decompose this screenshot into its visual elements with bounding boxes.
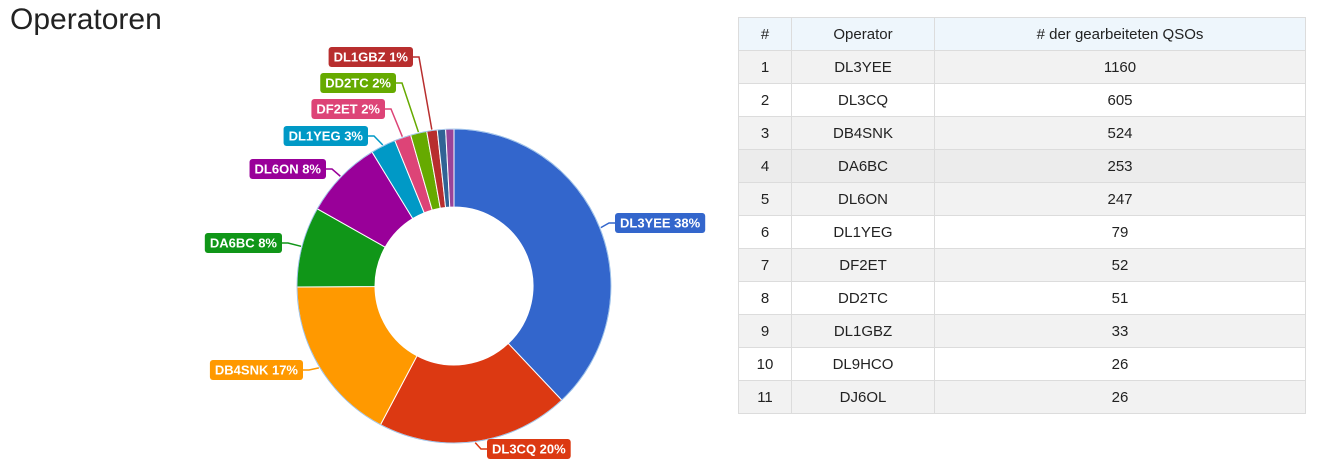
label-dl3cq: DL3CQ 20% [474,439,571,459]
table-row: 6 DL1YEG 79 [738,215,1306,249]
label-box-da6bc [204,233,282,253]
label-text-da6bc: DA6BC 8% [210,236,278,251]
qso-count-cell: 26 [934,380,1306,414]
leader-line-dl1yeg [368,135,384,146]
table-header-row: # Operator # der gearbeiteten QSOs [738,17,1306,51]
rank-cell: 8 [738,281,792,315]
label-dd2tc: DD2TC 2% [320,73,420,133]
rank-cell: 6 [738,215,792,249]
table-row: 1 DL3YEE 1160 [738,50,1306,84]
label-dl1yeg: DL1YEG 3% [283,126,384,146]
rank-cell: 5 [738,182,792,216]
header-qso-count: # der gearbeiteten QSOs [934,17,1306,51]
label-box-dl3cq [487,439,571,459]
operator-cell: DL1YEG [791,215,935,249]
label-text-dl3yee: DL3YEE 38% [620,216,701,231]
slice-dl3yee[interactable] [453,128,612,401]
operator-cell: DD2TC [791,281,935,315]
table-row: 11 DJ6OL 26 [738,380,1306,414]
operator-cell: DL3CQ [791,83,935,117]
operator-cell: DJ6OL [791,380,935,414]
leader-line-df2et [385,108,404,137]
qso-count-cell: 253 [934,149,1306,183]
donut-outline [296,128,612,444]
operator-cell: DL1GBZ [791,314,935,348]
label-text-db4snk: DB4SNK 17% [215,363,299,378]
table-row: 4 DA6BC 253 [738,149,1306,183]
operator-cell: DL6ON [791,182,935,216]
label-dl6on: DL6ON 8% [249,159,341,179]
label-box-dl6on [249,159,326,179]
operator-donut-chart: DL3YEE 38% DL3CQ 20% DB4SNK 17% DA6BC 8% DL6… [204,47,706,459]
donut-chart-svg: DL3YEE 38% DL3CQ 20% DB4SNK 17% DA6BC 8% DL6… [204,47,706,459]
leader-line-da6bc [282,242,302,248]
rank-cell: 7 [738,248,792,282]
table-row: 5 DL6ON 247 [738,182,1306,216]
qso-count-cell: 524 [934,116,1306,150]
label-text-dl1yeg: DL1YEG 3% [289,129,364,144]
label-text-dl6on: DL6ON 8% [255,162,322,177]
operator-cell: DF2ET [791,248,935,282]
operator-cell: DA6BC [791,149,935,183]
label-dl1gbz: DL1GBZ 1% [328,47,433,130]
qso-count-cell: 79 [934,215,1306,249]
operator-cell: DL9HCO [791,347,935,381]
rank-cell: 1 [738,50,792,84]
label-box-dl3yee [615,213,706,233]
label-text-dl1gbz: DL1GBZ 1% [334,50,409,65]
rank-cell: 2 [738,83,792,117]
table-row: 9 DL1GBZ 33 [738,314,1306,348]
qso-count-cell: 33 [934,314,1306,348]
rank-cell: 10 [738,347,792,381]
rank-cell: 3 [738,116,792,150]
leader-line-dd2tc [396,82,420,133]
leader-line-dl1gbz [413,56,433,130]
header-rank: # [738,17,792,51]
table-row: 8 DD2TC 51 [738,281,1306,315]
label-text-df2et: DF2ET 2% [316,102,380,117]
qso-count-cell: 605 [934,83,1306,117]
operator-cell: DL3YEE [791,50,935,84]
label-box-db4snk [209,360,303,380]
qso-count-cell: 26 [934,347,1306,381]
qso-count-cell: 51 [934,281,1306,315]
label-box-dl1gbz [328,47,413,67]
label-df2et: DF2ET 2% [311,99,404,137]
label-text-dl3cq: DL3CQ 20% [492,442,566,457]
label-text-dd2tc: DD2TC 2% [325,76,391,91]
operator-cell: DB4SNK [791,116,935,150]
label-da6bc: DA6BC 8% [204,233,302,253]
leader-line-dl3yee [600,222,615,229]
table-row: 10 DL9HCO 26 [738,347,1306,381]
rank-cell: 11 [738,380,792,414]
header-operator: Operator [791,17,935,51]
rank-cell: 4 [738,149,792,183]
qso-count-cell: 1160 [934,50,1306,84]
page-title: Operatoren [10,3,162,36]
leader-line-dl3cq [474,442,487,450]
operator-table: # Operator # der gearbeiteten QSOs 1 DL3Y… [738,17,1306,414]
label-box-dd2tc [320,73,396,93]
label-box-df2et [311,99,385,119]
label-dl3yee: DL3YEE 38% [600,213,706,233]
table-row: 3 DB4SNK 524 [738,116,1306,150]
leader-line-dl6on [326,168,341,177]
qso-count-cell: 52 [934,248,1306,282]
table-row: 7 DF2ET 52 [738,248,1306,282]
qso-count-cell: 247 [934,182,1306,216]
rank-cell: 9 [738,314,792,348]
label-box-dl1yeg [283,126,368,146]
label-db4snk: DB4SNK 17% [209,360,320,380]
table-row: 2 DL3CQ 605 [738,83,1306,117]
leader-line-db4snk [303,367,320,371]
